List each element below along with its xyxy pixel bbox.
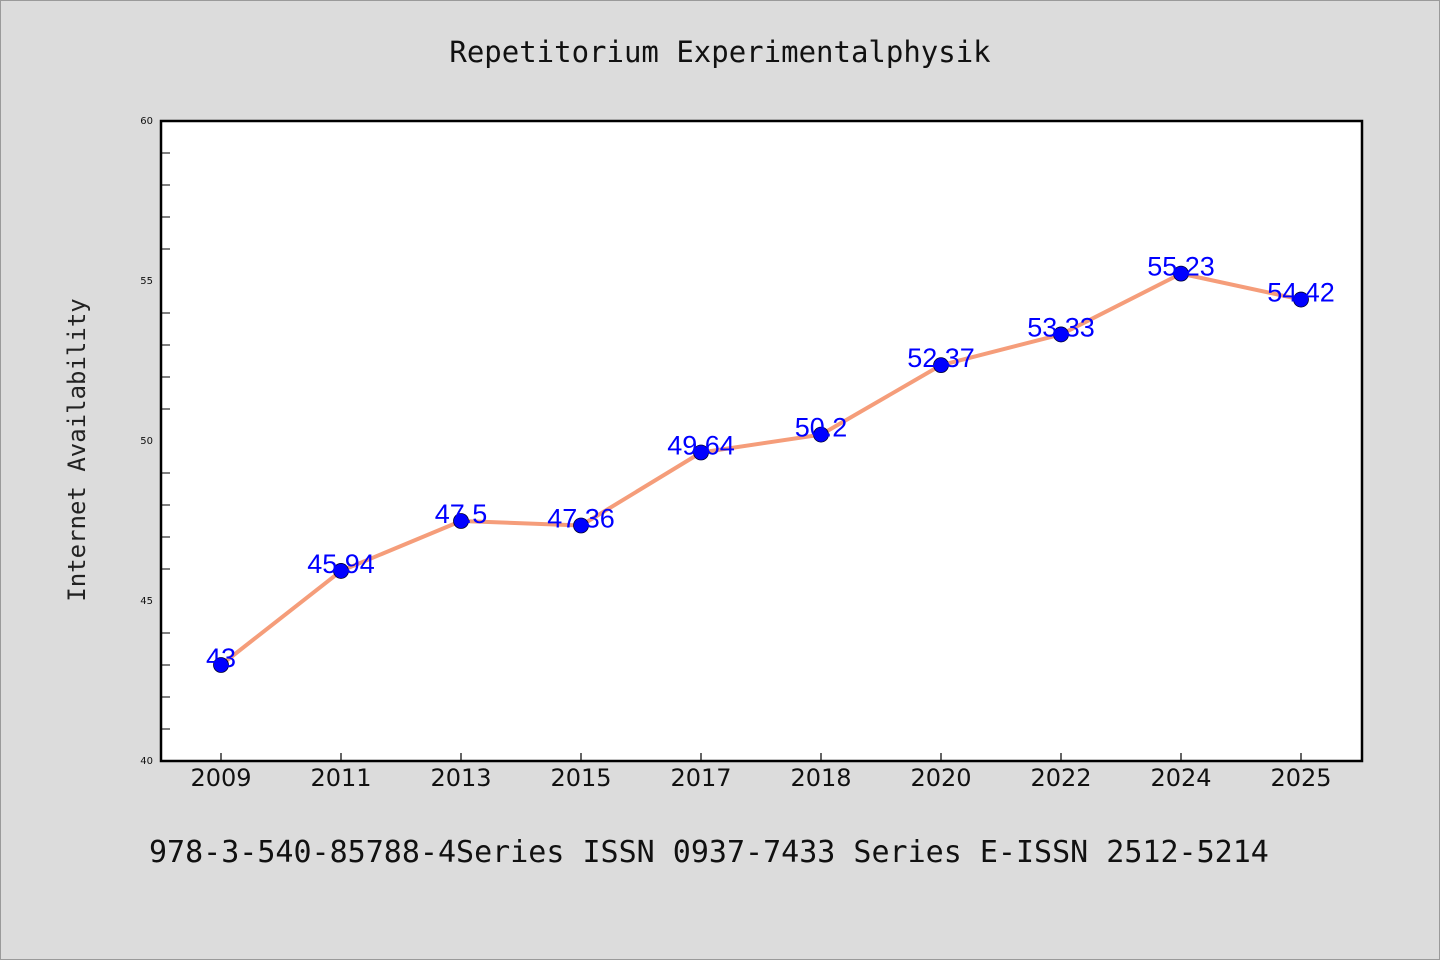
data-label: 52.37: [907, 343, 975, 373]
data-label: 45.94: [307, 549, 375, 579]
y-axis-title: Internet Availability: [63, 298, 91, 601]
y-tick-label: 45: [140, 596, 153, 607]
x-tick-label: 2017: [670, 764, 731, 792]
data-label: 55.23: [1147, 252, 1215, 282]
y-tick-label: 50: [140, 436, 153, 447]
data-label: 47.36: [547, 503, 615, 533]
x-tick-label: 2018: [790, 764, 851, 792]
data-label: 49.64: [667, 431, 735, 461]
series-layer: 43 45.94 47.5 47.36 49.64 50.2 52.37 53.33 55.23…: [206, 252, 1335, 673]
x-tick-label: 2009: [190, 764, 251, 792]
plot-area: [159, 119, 1364, 763]
data-label: 53.33: [1027, 312, 1095, 342]
data-point: [1293, 291, 1309, 308]
x-tick-label: 2020: [910, 764, 971, 792]
footer-isbn-issn: 978-3-540-85788-4Series ISSN 0937-7433 S…: [149, 835, 1269, 870]
y-tick-label: 40: [140, 756, 153, 767]
data-point: [693, 444, 709, 461]
data-point: [1053, 326, 1069, 343]
data-label: 54.42: [1267, 278, 1335, 308]
data-point: [333, 563, 349, 579]
x-tick-label: 2013: [430, 764, 491, 792]
data-label: 50.2: [795, 413, 848, 443]
data-point: [573, 517, 589, 534]
x-tick-label: 2025: [1270, 764, 1331, 792]
data-point: [453, 513, 469, 529]
x-tick-label: 2022: [1030, 764, 1091, 792]
data-point: [1173, 265, 1189, 282]
y-tick-label: 55: [140, 276, 153, 287]
data-point: [213, 657, 229, 673]
data-point: [933, 357, 949, 374]
x-tick-label: 2015: [550, 764, 611, 792]
data-label: 47.5: [435, 499, 488, 529]
chart-title: Repetitorium Experimentalphysik: [449, 35, 991, 69]
x-axis: 2009 2011 2013 2015 2017 2018 2020 2022 2024 2025: [190, 753, 1332, 792]
x-tick-label: 2024: [1150, 764, 1211, 792]
data-label: 43: [206, 643, 236, 673]
series-line: [219, 271, 1302, 667]
x-tick-label: 2011: [310, 764, 371, 792]
y-axis: 40 45 50 55 60: [140, 116, 170, 767]
y-tick-label: 60: [140, 116, 153, 127]
data-point: [813, 426, 829, 443]
